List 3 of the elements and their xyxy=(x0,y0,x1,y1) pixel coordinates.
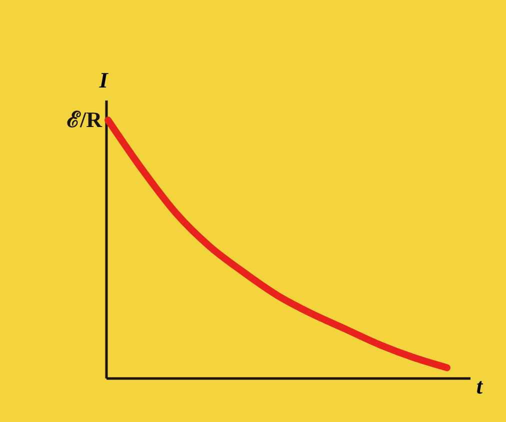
y-axis-title: I xyxy=(98,68,110,92)
x-axis-title: t xyxy=(476,374,484,398)
text: ℰ/R xyxy=(67,107,104,132)
